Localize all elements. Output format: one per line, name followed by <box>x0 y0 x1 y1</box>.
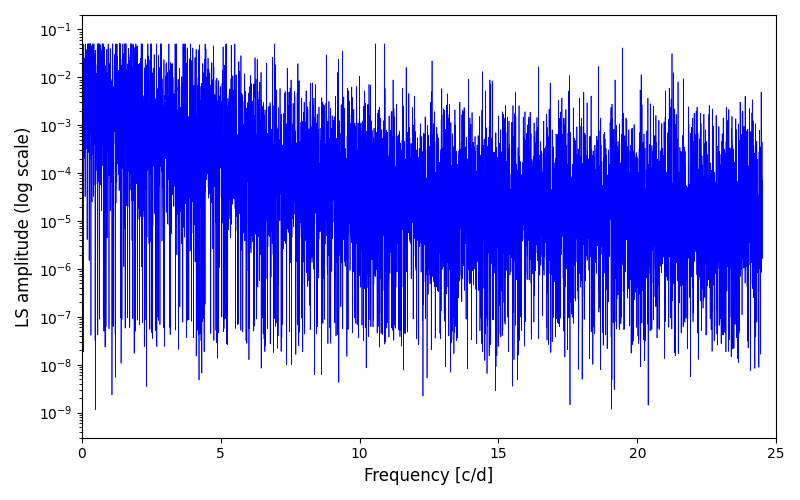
Y-axis label: LS amplitude (log scale): LS amplitude (log scale) <box>15 126 33 326</box>
X-axis label: Frequency [c/d]: Frequency [c/d] <box>364 467 494 485</box>
